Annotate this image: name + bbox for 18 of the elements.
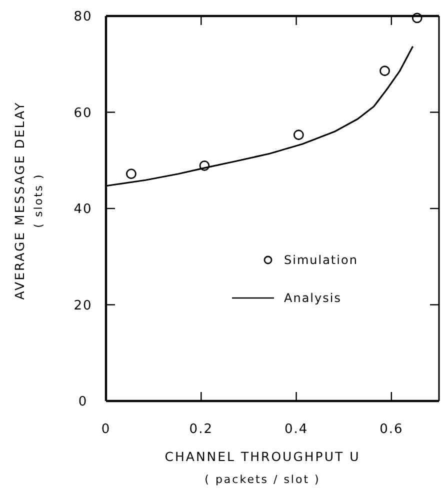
y-tick-label: 40: [74, 202, 92, 218]
legend-label: Analysis: [284, 291, 342, 306]
x-axis-title: CHANNEL THROUGHPUT U ( packets / slot ): [164, 449, 360, 486]
x-tick-label: 0.4: [284, 422, 308, 437]
x-tick-label: 0.2: [189, 422, 213, 437]
point: [412, 12, 422, 24]
y-tick-label: 80: [74, 10, 92, 25]
y-tick-label: 0: [78, 394, 88, 410]
y-tick-label: 60: [74, 106, 92, 121]
point: [380, 66, 390, 76]
legend-label: Simulation: [284, 253, 358, 268]
point: [199, 160, 210, 171]
point: [126, 168, 136, 180]
x-tick-label: 0: [101, 422, 111, 437]
x-tick-label: 0.6: [380, 422, 404, 437]
y-axis-title: AVERAGE MESSAGE DELAY ( slots ): [12, 101, 45, 300]
y-tick-label: 20: [74, 298, 92, 314]
point: [293, 130, 304, 140]
